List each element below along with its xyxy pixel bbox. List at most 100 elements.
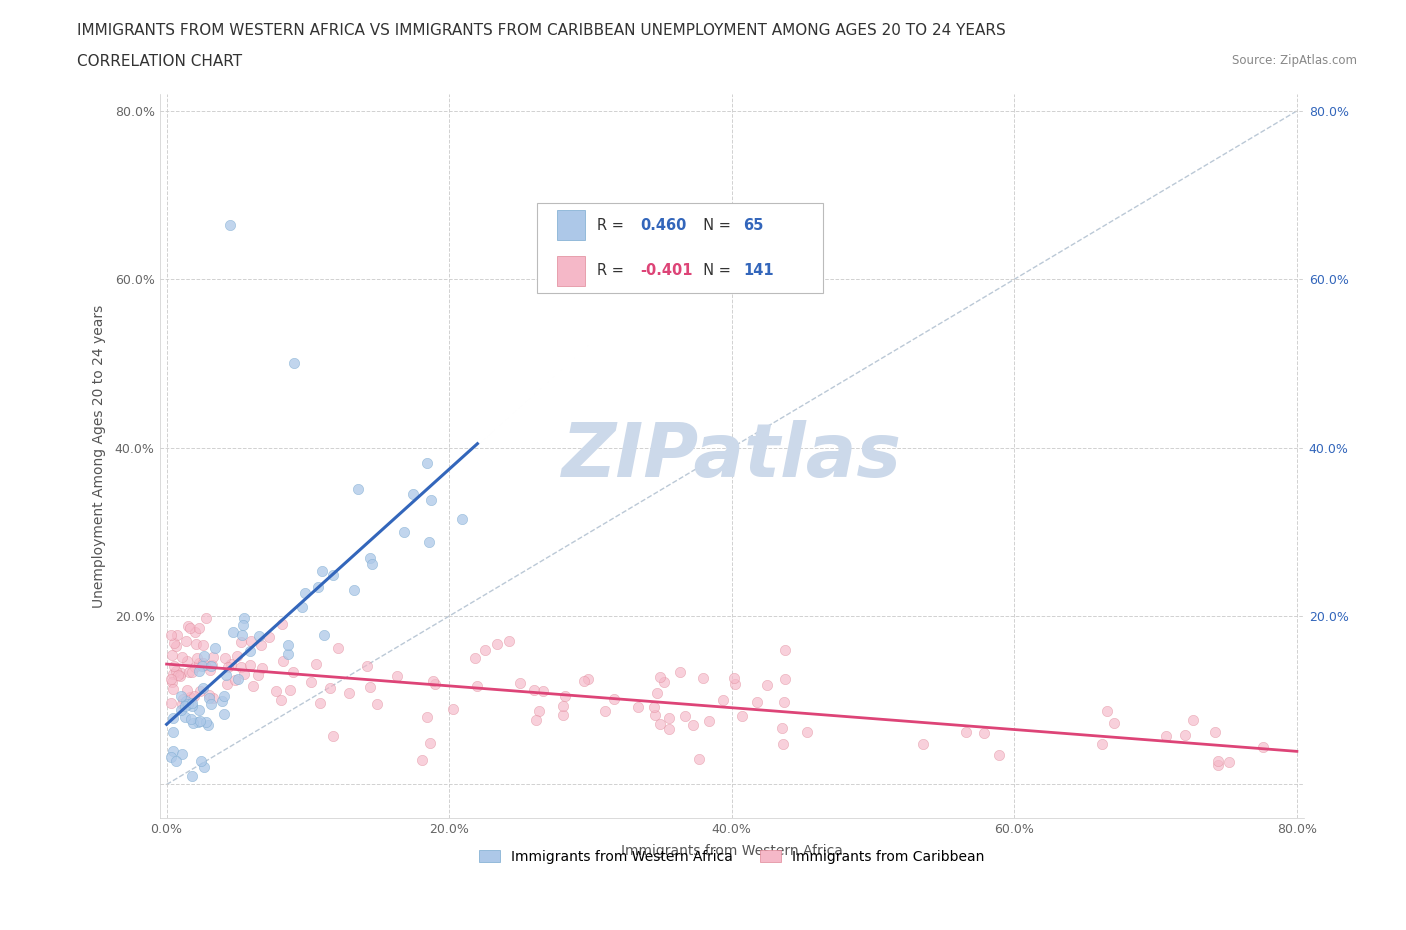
Immigrants from Western Africa	[239, 644, 262, 658]
Immigrants from Western Africa	[347, 482, 370, 497]
Immigrants from Caribbean	[165, 639, 187, 654]
Immigrants from Western Africa	[361, 557, 384, 572]
Immigrants from Caribbean	[322, 728, 344, 743]
Text: Source: ZipAtlas.com: Source: ZipAtlas.com	[1232, 54, 1357, 67]
Immigrants from Western Africa	[173, 710, 195, 724]
Immigrants from Caribbean	[524, 712, 547, 727]
Immigrants from Caribbean	[239, 633, 262, 648]
Immigrants from Caribbean	[359, 680, 381, 695]
Immigrants from Western Africa	[311, 564, 333, 578]
Immigrants from Caribbean	[217, 660, 239, 675]
Immigrants from Western Africa	[277, 637, 299, 652]
Immigrants from Western Africa	[450, 512, 472, 526]
Immigrants from Caribbean	[221, 657, 243, 671]
Immigrants from Caribbean	[772, 737, 794, 751]
Immigrants from Caribbean	[184, 636, 207, 651]
Immigrants from Caribbean	[772, 720, 794, 735]
Immigrants from Western Africa	[312, 627, 335, 642]
Immigrants from Western Africa	[162, 744, 184, 759]
Immigrants from Caribbean	[187, 656, 209, 671]
Immigrants from Caribbean	[224, 672, 246, 687]
Immigrants from Caribbean	[176, 619, 198, 634]
Immigrants from Western Africa	[247, 629, 270, 644]
Immigrants from Caribbean	[955, 724, 977, 739]
Immigrants from Western Africa	[277, 646, 299, 661]
Immigrants from Caribbean	[163, 635, 186, 650]
Immigrants from Western Africa	[181, 696, 204, 711]
Immigrants from Western Africa	[211, 694, 233, 709]
FancyBboxPatch shape	[537, 203, 824, 293]
Text: CORRELATION CHART: CORRELATION CHART	[77, 54, 242, 69]
Immigrants from Western Africa	[190, 658, 212, 673]
Immigrants from Western Africa	[187, 714, 209, 729]
Immigrants from Caribbean	[973, 725, 995, 740]
Immigrants from Caribbean	[170, 697, 193, 711]
Immigrants from Western Africa	[291, 600, 314, 615]
Immigrants from Caribbean	[411, 752, 433, 767]
Immigrants from Caribbean	[201, 658, 224, 672]
Immigrants from Western Africa	[181, 715, 204, 730]
Immigrants from Western Africa	[170, 703, 193, 718]
Y-axis label: Unemployment Among Ages 20 to 24 years: Unemployment Among Ages 20 to 24 years	[93, 304, 107, 607]
Immigrants from Caribbean	[169, 666, 191, 681]
Immigrants from Caribbean	[163, 658, 186, 673]
Text: 0.460: 0.460	[640, 218, 686, 232]
Immigrants from Caribbean	[191, 656, 214, 671]
Immigrants from Caribbean	[160, 671, 183, 686]
Immigrants from Western Africa	[222, 624, 245, 639]
Immigrants from Caribbean	[187, 620, 209, 635]
Immigrants from Caribbean	[202, 691, 225, 706]
Immigrants from Caribbean	[755, 677, 778, 692]
Immigrants from Caribbean	[593, 704, 616, 719]
Immigrants from Caribbean	[423, 676, 446, 691]
Immigrants from Caribbean	[217, 677, 239, 692]
Immigrants from Caribbean	[554, 688, 576, 703]
Immigrants from Western Africa	[322, 567, 344, 582]
Immigrants from Caribbean	[773, 671, 796, 686]
Immigrants from Caribbean	[356, 659, 378, 674]
Immigrants from Caribbean	[167, 668, 190, 683]
Immigrants from Caribbean	[319, 681, 342, 696]
Immigrants from Caribbean	[270, 693, 292, 708]
Immigrants from Western Africa	[193, 759, 215, 774]
Immigrants from Western Africa	[197, 691, 219, 706]
Immigrants from Caribbean	[191, 638, 214, 653]
Immigrants from Caribbean	[652, 674, 675, 689]
Immigrants from Caribbean	[165, 664, 187, 679]
Immigrants from Caribbean	[183, 688, 205, 703]
Immigrants from Caribbean	[531, 684, 554, 698]
Immigrants from Western Africa	[232, 618, 254, 632]
Immigrants from Caribbean	[188, 684, 211, 698]
Immigrants from Western Africa	[394, 525, 416, 540]
Immigrants from Caribbean	[650, 716, 672, 731]
Immigrants from Western Africa	[188, 713, 211, 728]
Immigrants from Western Africa	[283, 356, 305, 371]
Immigrants from Caribbean	[551, 708, 574, 723]
Immigrants from Caribbean	[688, 752, 710, 767]
Immigrants from Caribbean	[1206, 754, 1229, 769]
Immigrants from Caribbean	[1174, 727, 1197, 742]
Immigrants from Caribbean	[697, 714, 720, 729]
Text: R =: R =	[596, 218, 628, 232]
Immigrants from Caribbean	[731, 709, 754, 724]
Text: IMMIGRANTS FROM WESTERN AFRICA VS IMMIGRANTS FROM CARIBBEAN UNEMPLOYMENT AMONG A: IMMIGRANTS FROM WESTERN AFRICA VS IMMIGR…	[77, 23, 1007, 38]
Legend: Immigrants from Western Africa, Immigrants from Caribbean: Immigrants from Western Africa, Immigran…	[474, 844, 990, 870]
Immigrants from Caribbean	[197, 687, 219, 702]
Immigrants from Western Africa	[233, 611, 256, 626]
Immigrants from Western Africa	[174, 698, 197, 713]
Text: N =: N =	[695, 263, 735, 278]
Immigrants from Western Africa	[195, 714, 218, 729]
Immigrants from Caribbean	[551, 698, 574, 713]
Immigrants from Caribbean	[745, 695, 768, 710]
Immigrants from Western Africa	[212, 689, 235, 704]
Immigrants from Western Africa	[177, 697, 200, 711]
Text: 65: 65	[744, 218, 763, 232]
Immigrants from Western Africa	[219, 217, 242, 232]
Immigrants from Western Africa	[162, 724, 184, 739]
Immigrants from Caribbean	[283, 664, 305, 679]
Immigrants from Caribbean	[176, 683, 198, 698]
Immigrants from Caribbean	[522, 683, 544, 698]
Immigrants from Caribbean	[603, 692, 626, 707]
Immigrants from Western Africa	[418, 535, 440, 550]
Immigrants from Caribbean	[724, 676, 747, 691]
